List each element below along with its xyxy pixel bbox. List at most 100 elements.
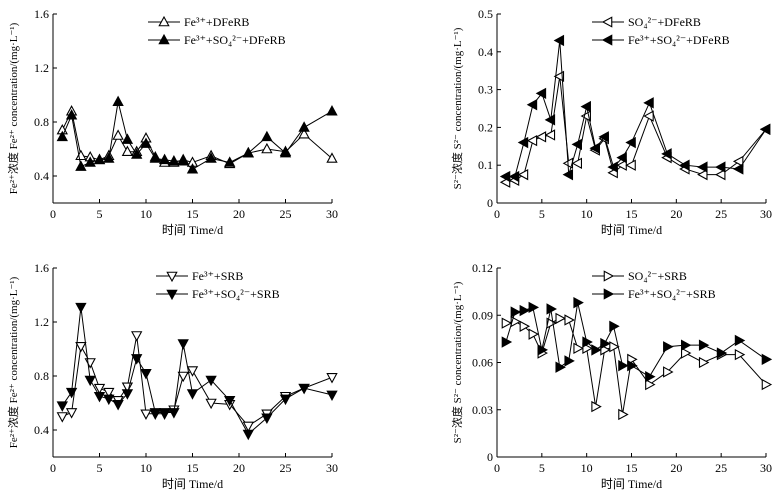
data-point: [698, 356, 710, 369]
y-tick-label: 0.8: [34, 115, 49, 129]
data-point: [734, 348, 746, 361]
data-point: [84, 358, 96, 369]
data-point: [242, 429, 254, 441]
legend-label: Fe³⁺+SO₄²⁻+DFeRB: [628, 33, 730, 47]
x-tick-label: 0: [494, 461, 500, 475]
data-point: [715, 168, 726, 181]
data-point: [140, 368, 152, 380]
x-tick-label: 10: [581, 207, 593, 221]
data-point: [168, 154, 180, 166]
y-axis-label: Fe²⁺浓度 Fe²⁺ concentration/(mg·L⁻¹): [6, 22, 20, 194]
x-tick-label: 20: [233, 461, 245, 475]
y-tick-label: 0.3: [478, 83, 493, 97]
data-point: [158, 408, 171, 419]
data-point: [680, 347, 692, 359]
data-point: [582, 336, 593, 348]
data-point: [261, 130, 273, 142]
data-point: [510, 306, 522, 318]
data-point: [112, 129, 124, 140]
data-point: [261, 142, 273, 154]
data-point: [562, 168, 574, 181]
data-point: [177, 154, 189, 166]
legend-marker: [158, 15, 170, 27]
data-point: [326, 373, 338, 384]
data-point: [158, 153, 171, 165]
legend-label: SO₄²⁻+DFeRB: [628, 15, 701, 29]
data-point: [528, 301, 540, 314]
data-point: [591, 344, 602, 356]
data-point: [645, 371, 656, 383]
data-point: [242, 421, 254, 433]
chart-panel-4: 0 0.03 0.06 0.09 0.12 0 5 10 15 20 25 30 时间 Time/d S²…: [450, 261, 773, 491]
data-point: [103, 394, 115, 406]
data-point: [625, 136, 636, 149]
data-point: [131, 331, 143, 342]
x-tick-label: 20: [670, 207, 682, 221]
series-line-2: [505, 40, 767, 178]
data-point: [715, 161, 726, 173]
x-tick-label: 25: [280, 207, 292, 221]
data-point: [56, 130, 68, 142]
data-point: [121, 133, 134, 144]
y-axis-label: S²⁻浓度 S²⁻ concentration/(mg·L⁻¹): [450, 281, 464, 443]
x-tick-label: 30: [760, 461, 772, 475]
x-tick-label: 15: [626, 207, 638, 221]
data-point: [526, 134, 538, 147]
series-line-1: [505, 76, 767, 183]
data-point: [528, 328, 540, 340]
data-point: [625, 159, 636, 171]
data-point: [75, 302, 87, 314]
legend-label: Fe³⁺+SRB: [192, 269, 243, 283]
legend-marker: [166, 289, 178, 301]
data-point: [645, 378, 656, 391]
legend-label: Fe³⁺+SO₄²⁻+SRB: [628, 287, 716, 301]
data-point: [186, 163, 199, 174]
x-tick-label: 10: [140, 207, 152, 221]
legend-marker: [601, 16, 613, 28]
data-point: [298, 121, 310, 132]
data-point: [663, 366, 674, 378]
data-point: [697, 161, 708, 173]
chart-panel-3: 0.4 0.8 1.2 1.6 0 5 10 15 20 25 30 时间 Time/d Fe²⁺浓度 …: [6, 261, 338, 491]
data-point: [326, 152, 338, 163]
data-point: [205, 375, 217, 387]
series-line-1: [61, 109, 333, 165]
data-point: [224, 395, 236, 407]
data-point: [131, 148, 143, 159]
data-point: [517, 168, 529, 181]
data-point: [555, 312, 566, 325]
series-line-1: [505, 317, 767, 415]
data-point: [544, 114, 556, 126]
series-line-2: [61, 101, 333, 170]
data-point: [65, 387, 78, 399]
data-point: [84, 156, 96, 167]
y-tick-label: 0.8: [34, 369, 49, 383]
x-tick-label: 10: [581, 461, 593, 475]
x-tick-label: 25: [715, 207, 727, 221]
data-point: [121, 145, 134, 156]
data-point: [607, 161, 618, 173]
data-point: [242, 146, 254, 158]
legend-marker: [158, 33, 170, 45]
y-tick-label: 0: [487, 196, 493, 210]
data-point: [508, 170, 520, 183]
legend-marker: [603, 270, 615, 282]
series-line-2: [505, 302, 767, 378]
data-point: [519, 320, 531, 332]
data-point: [517, 136, 529, 149]
data-point: [537, 344, 548, 356]
data-point: [535, 87, 547, 100]
data-point: [326, 390, 338, 402]
data-point: [93, 153, 106, 165]
data-point: [679, 159, 690, 171]
data-point: [571, 157, 583, 169]
series-line-1: [62, 335, 333, 427]
data-point: [697, 168, 708, 181]
y-tick-label: 1.6: [34, 7, 49, 21]
legend-marker: [603, 288, 615, 300]
data-point: [224, 156, 236, 167]
data-point: [65, 109, 78, 120]
data-point: [205, 398, 217, 410]
chart-panel-2: 0 0.1 0.2 0.3 0.4 0.5 0 5 10 15 20 25 30 时间 Time/d S²⁻…: [450, 7, 772, 237]
